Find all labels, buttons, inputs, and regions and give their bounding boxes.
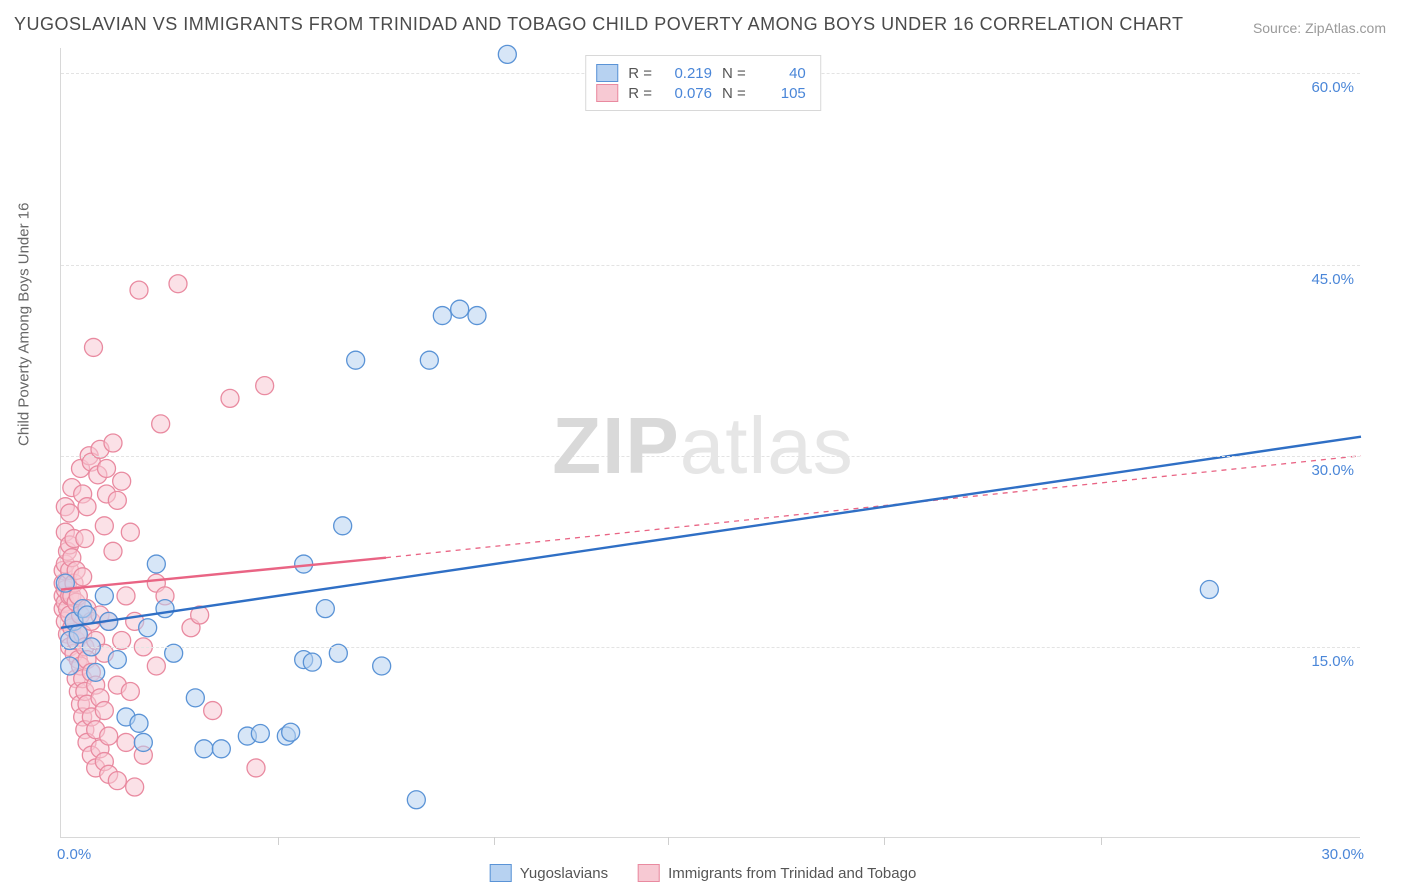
- r-value-blue: 0.219: [662, 65, 712, 82]
- legend-row-blue: R = 0.219 N = 40: [596, 64, 806, 82]
- source-text: Source: ZipAtlas.com: [1253, 20, 1386, 36]
- n-value-pink: 105: [756, 85, 806, 102]
- y-axis-label: Child Poverty Among Boys Under 16: [16, 203, 33, 446]
- correlation-legend: R = 0.219 N = 40 R = 0.076 N = 105: [585, 55, 821, 111]
- r-value-pink: 0.076: [662, 85, 712, 102]
- r-label-pink: R =: [628, 85, 652, 102]
- series-name-blue: Yugoslavians: [520, 865, 608, 882]
- y-tick-label: 30.0%: [1311, 462, 1354, 479]
- swatch-pink: [596, 84, 618, 102]
- swatch-blue: [596, 64, 618, 82]
- chart-plot-area: 15.0%30.0%45.0%60.0%0.0%30.0%: [60, 48, 1360, 838]
- series-legend: Yugoslavians Immigrants from Trinidad an…: [490, 864, 917, 882]
- swatch-pink-bottom: [638, 864, 660, 882]
- series-name-pink: Immigrants from Trinidad and Tobago: [668, 865, 916, 882]
- r-label-blue: R =: [628, 65, 652, 82]
- y-tick-label: 15.0%: [1311, 653, 1354, 670]
- y-tick-label: 60.0%: [1311, 79, 1354, 96]
- x-min-label: 0.0%: [57, 846, 91, 863]
- legend-row-pink: R = 0.076 N = 105: [596, 84, 806, 102]
- n-value-blue: 40: [756, 65, 806, 82]
- legend-item-blue: Yugoslavians: [490, 864, 608, 882]
- n-label-blue: N =: [722, 65, 746, 82]
- x-max-label: 30.0%: [1321, 846, 1364, 863]
- n-label-pink: N =: [722, 85, 746, 102]
- scatter-svg: [61, 48, 1360, 837]
- chart-title: YUGOSLAVIAN VS IMMIGRANTS FROM TRINIDAD …: [14, 14, 1184, 35]
- y-tick-label: 45.0%: [1311, 271, 1354, 288]
- legend-item-pink: Immigrants from Trinidad and Tobago: [638, 864, 916, 882]
- swatch-blue-bottom: [490, 864, 512, 882]
